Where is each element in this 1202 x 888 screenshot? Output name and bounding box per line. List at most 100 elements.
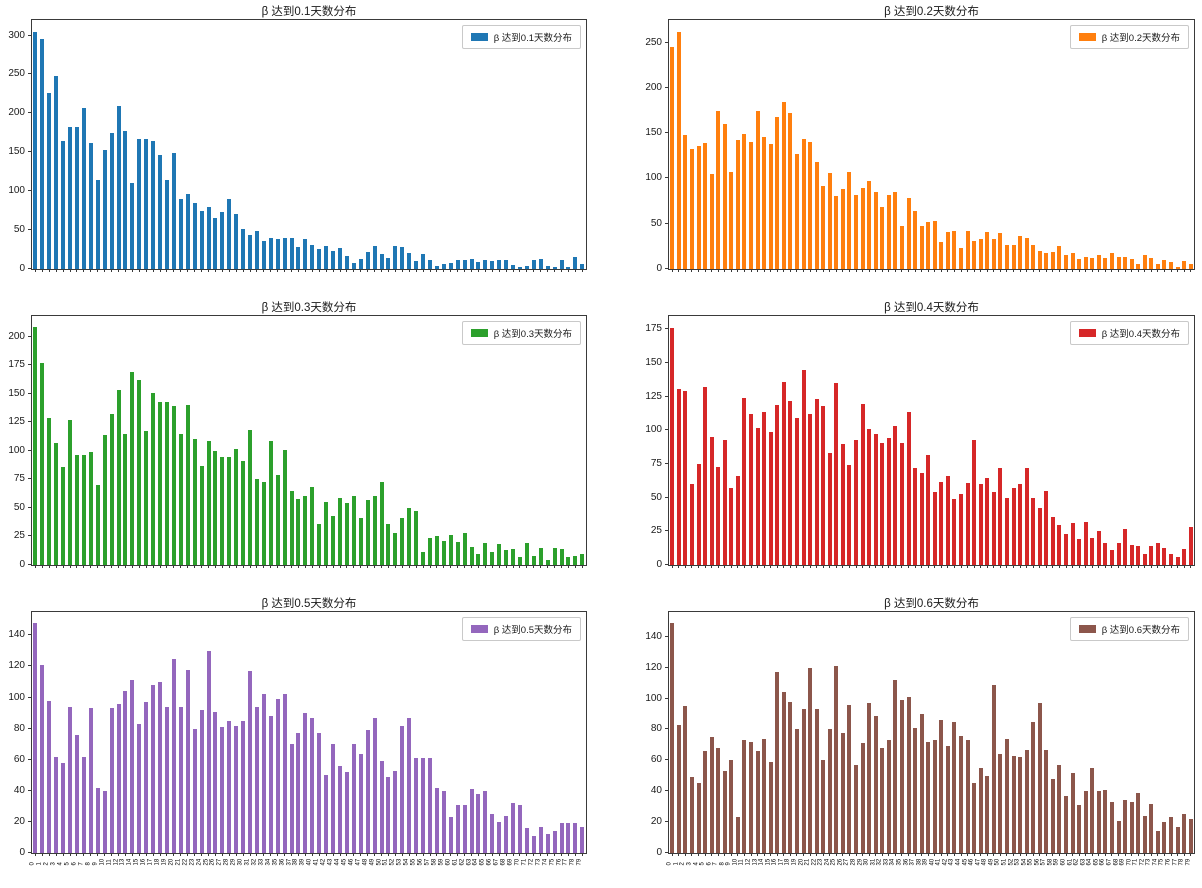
bar — [1031, 245, 1036, 269]
x-tick-mark — [1078, 565, 1080, 568]
x-tick-mark — [921, 269, 923, 272]
x-tick-mark — [1163, 269, 1165, 272]
x-tick-mark — [152, 269, 154, 272]
x-tick-mark — [367, 853, 369, 856]
bar — [40, 664, 45, 853]
x-tick-mark — [743, 565, 745, 568]
x-tick-mark — [277, 565, 279, 568]
x-tick-mark — [374, 853, 376, 856]
x-tick-mark — [311, 269, 313, 272]
bar — [670, 328, 675, 565]
y-tick-mark — [665, 564, 669, 565]
y-tick-label: 125 — [645, 390, 662, 402]
x-tick-mark — [436, 565, 438, 568]
bar — [1169, 817, 1174, 853]
x-tick-mark — [62, 269, 64, 272]
x-tick-mark — [394, 853, 396, 856]
x-tick-mark — [1124, 853, 1126, 856]
bar — [1004, 245, 1009, 269]
y-tick-label: 60 — [13, 753, 25, 765]
x-tick-mark — [770, 269, 772, 272]
x-tick-mark — [228, 853, 230, 856]
bar — [407, 717, 412, 853]
bar — [801, 709, 806, 853]
x-tick-mark — [704, 853, 706, 856]
x-tick-mark — [1013, 565, 1015, 568]
x-tick-mark — [235, 269, 237, 272]
x-tick-mark — [457, 853, 459, 856]
x-tick-mark — [757, 565, 759, 568]
y-tick-mark — [665, 728, 669, 730]
bar — [469, 546, 474, 565]
bar — [497, 260, 502, 269]
x-tick-mark — [1032, 269, 1034, 272]
x-tick-mark — [1150, 565, 1152, 568]
x-tick-mark — [1111, 853, 1113, 856]
bar — [1188, 819, 1193, 853]
x-tick-mark — [201, 269, 203, 272]
x-tick-mark — [547, 269, 549, 272]
x-tick-mark — [512, 853, 514, 856]
bar — [227, 456, 232, 565]
y-tick-mark — [28, 421, 32, 423]
bar — [775, 116, 780, 269]
y-tick-mark — [28, 696, 32, 698]
x-tick-mark — [97, 853, 99, 856]
x-tick-mark — [881, 269, 883, 272]
x-tick-mark — [1058, 853, 1060, 856]
legend-label: β 达到0.2天数分布 — [1101, 33, 1180, 44]
x-tick-mark — [208, 565, 209, 568]
y-tick-mark — [665, 41, 669, 43]
bar — [213, 711, 218, 853]
x-tick-mark — [1157, 853, 1159, 856]
plot-area: 0 1 2 3 4 5 6 7 8 9 10 11 12 13 14 15 16 17 18 19 20 21 22 23 24… — [645, 611, 1195, 866]
x-tick-mark — [940, 565, 942, 568]
y-tick-mark — [665, 635, 669, 637]
bar — [296, 733, 301, 853]
bar — [709, 737, 714, 853]
x-tick-mark — [55, 853, 57, 856]
bar — [1175, 267, 1180, 269]
x-tick-mark — [691, 853, 693, 856]
bar — [358, 258, 363, 269]
bar — [303, 496, 308, 565]
x-tick-mark — [960, 269, 962, 272]
bar — [580, 553, 585, 565]
x-tick-mark — [993, 853, 995, 856]
x-tick-mark — [242, 853, 244, 856]
y-tick-mark — [28, 268, 32, 269]
bar — [1024, 749, 1029, 853]
x-tick-mark — [835, 565, 837, 568]
bar — [206, 650, 211, 853]
bar — [801, 138, 806, 269]
x-tick-mark — [69, 269, 71, 272]
x-tick-mark — [927, 853, 929, 856]
bar — [171, 153, 176, 269]
bar — [1044, 490, 1049, 565]
bar-series — [32, 612, 586, 853]
bar — [234, 448, 239, 565]
bar — [729, 760, 734, 853]
x-tick-mark — [145, 565, 147, 568]
y-tick-label: 100 — [645, 692, 662, 704]
y-tick-label: 250 — [8, 68, 25, 80]
bar — [965, 482, 970, 565]
x-tick-mark — [855, 853, 857, 856]
x-tick-mark — [387, 269, 389, 272]
bar — [338, 248, 343, 269]
bar — [1050, 778, 1055, 853]
x-tick-mark — [48, 853, 50, 856]
x-tick-mark — [304, 269, 306, 272]
bar — [1155, 831, 1160, 853]
bar — [220, 727, 225, 853]
x-tick-mark — [980, 853, 982, 856]
x-tick-mark — [471, 853, 473, 856]
bar — [206, 206, 211, 269]
bar — [1162, 822, 1167, 853]
x-tick-mark — [567, 269, 569, 272]
y-tick-mark — [665, 463, 669, 465]
bar — [517, 266, 522, 269]
bar — [1024, 238, 1029, 269]
x-tick-mark — [757, 269, 759, 272]
x-tick-mark — [1170, 853, 1172, 856]
